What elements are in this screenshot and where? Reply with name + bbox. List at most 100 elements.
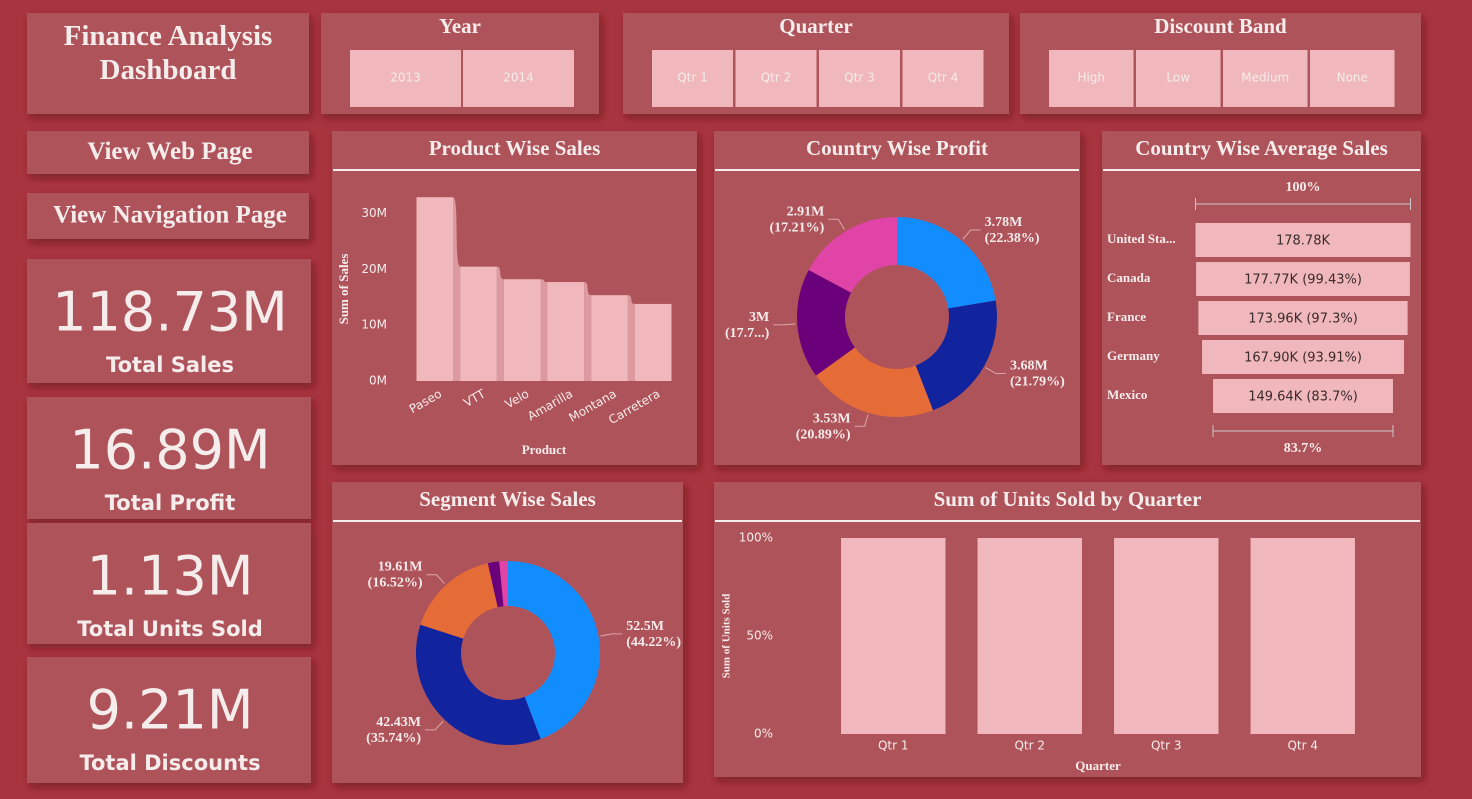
bar	[634, 303, 672, 381]
kpi-label: Total Discounts	[79, 751, 260, 775]
slicer-option-label[interactable]: Qtr 1	[677, 71, 708, 85]
funnel-value-label: 178.78K	[1276, 234, 1330, 249]
slicer-option-label[interactable]: 2014	[503, 71, 534, 85]
funnel-bar	[1202, 340, 1404, 374]
donut-slice	[897, 217, 996, 309]
y-tick-label: 20M	[361, 262, 387, 276]
y-tick-label: 100%	[739, 531, 773, 545]
ribbon	[496, 266, 504, 381]
slicer-title: Discount Band	[1154, 14, 1287, 38]
slicer-option[interactable]	[819, 50, 900, 107]
funnel-value-label: 173.96K (97.3%)	[1248, 312, 1358, 327]
chart-title: Country Wise Profit	[806, 136, 988, 160]
data-label: 3.78M (22.38%)	[985, 215, 1040, 246]
bracket	[1195, 198, 1411, 210]
slicer-option[interactable]	[463, 50, 574, 107]
donut-slice	[415, 624, 541, 745]
title-card	[27, 13, 309, 114]
slicer-option[interactable]	[902, 50, 984, 107]
y-tick-label: 0%	[754, 727, 773, 741]
leader-line	[424, 720, 444, 731]
leader-line	[773, 323, 796, 326]
funnel-bar	[1196, 262, 1410, 296]
funnel-value-label: 167.90K (93.91%)	[1244, 351, 1362, 366]
kpi-card	[27, 657, 311, 783]
kpi-card	[27, 397, 311, 519]
y-tick-label: 50%	[746, 629, 773, 643]
kpi-value: 16.89M	[69, 419, 270, 482]
slicer-title: Year	[439, 14, 481, 38]
dashboard-title: Finance Analysis Dashboard	[64, 20, 273, 86]
slicer-option[interactable]	[652, 50, 733, 107]
x-tick-label: Qtr 4	[1287, 739, 1318, 753]
category-label: Mexico	[1107, 387, 1147, 402]
ribbon	[453, 197, 461, 381]
donut-slice	[797, 270, 855, 376]
slicer-option-label[interactable]: Medium	[1241, 71, 1289, 85]
y-tick-label: 10M	[361, 318, 387, 332]
kpi-label: Total Sales	[106, 353, 234, 377]
funnel-bar	[1198, 301, 1408, 335]
leader-line	[985, 367, 1007, 375]
slicer-option-label[interactable]: None	[1337, 71, 1368, 85]
slicer-option[interactable]	[1223, 50, 1308, 107]
slicer-option[interactable]	[1049, 50, 1134, 107]
bar	[591, 295, 628, 381]
slicer-option[interactable]	[1310, 50, 1395, 107]
chart-title: Product Wise Sales	[429, 136, 601, 160]
slicer-title: Quarter	[779, 14, 852, 38]
donut-slice	[808, 217, 897, 293]
slicer-option[interactable]	[1136, 50, 1221, 107]
data-label: 3.68M (21.79%)	[1010, 359, 1065, 390]
category-label: United Sta...	[1107, 231, 1176, 246]
x-tick-label: Qtr 2	[1014, 739, 1045, 753]
slicer-option[interactable]	[350, 50, 461, 107]
slicer-option-label[interactable]: Low	[1166, 71, 1190, 85]
data-label: 3M (17.7...)	[725, 310, 770, 341]
slicer-option-label[interactable]: Qtr 4	[928, 71, 959, 85]
slicer-option-label[interactable]: Qtr 2	[761, 71, 792, 85]
category-label: France	[1107, 309, 1146, 324]
nav-button[interactable]	[27, 131, 309, 174]
chart-title: Country Wise Average Sales	[1135, 136, 1388, 160]
data-label: 52.5M (44.22%)	[626, 619, 681, 650]
leader-line	[854, 414, 869, 427]
leader-line	[426, 574, 445, 584]
slicer-option-label[interactable]: High	[1077, 71, 1105, 85]
nav-button-label[interactable]: View Web Page	[87, 138, 252, 165]
donut-slice	[499, 561, 508, 607]
x-axis-label: Quarter	[1075, 758, 1121, 773]
data-label: 3.53M (20.89%)	[796, 412, 851, 443]
kpi-label: Total Profit	[105, 491, 235, 515]
slicer-option[interactable]	[735, 50, 817, 107]
bar	[977, 538, 1082, 734]
donut-slice	[915, 300, 998, 411]
kpi-value: 9.21M	[87, 679, 254, 742]
bar	[1250, 538, 1355, 734]
funnel-bar	[1195, 223, 1411, 257]
data-label: 2.91M (17.21%)	[769, 204, 824, 235]
donut-slice	[815, 347, 933, 418]
bar	[460, 266, 497, 381]
bar	[503, 279, 541, 381]
x-tick-label: Qtr 3	[1151, 739, 1182, 753]
nav-button[interactable]	[27, 193, 309, 239]
nav-button-label[interactable]: View Navigation Page	[53, 202, 287, 229]
kpi-value: 1.13M	[87, 545, 254, 608]
donut-slice	[420, 563, 498, 639]
category-label: Germany	[1107, 348, 1160, 363]
y-axis-label: Sum of Units Sold	[721, 594, 733, 679]
kpi-card	[27, 523, 311, 644]
donut-slice	[487, 561, 504, 608]
slicer-option-label[interactable]: 2013	[390, 71, 421, 85]
slicer-option-label[interactable]: Qtr 3	[844, 71, 875, 85]
funnel-value-label: 177.77K (99.43%)	[1244, 273, 1362, 288]
funnel-bar	[1213, 379, 1393, 413]
bar	[841, 538, 946, 734]
kpi-card	[27, 259, 311, 383]
leader-line	[828, 218, 845, 230]
data-label: 42.43M (35.74%)	[366, 715, 421, 746]
funnel-top-label: 100%	[1286, 180, 1321, 195]
leader-line	[600, 633, 623, 637]
